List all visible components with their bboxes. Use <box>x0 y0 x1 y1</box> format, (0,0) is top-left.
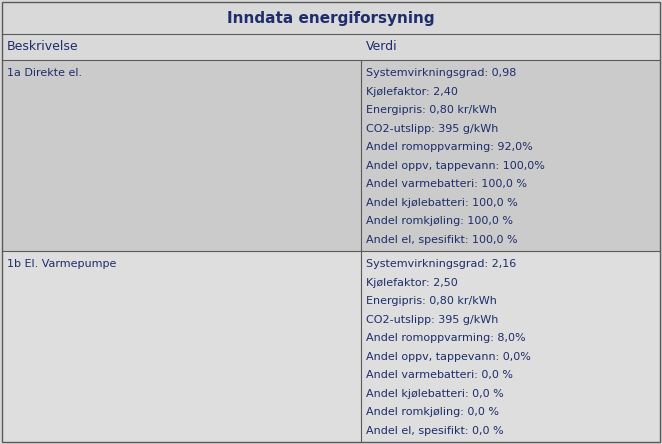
Bar <box>2 2 660 34</box>
Text: Kjølefaktor: 2,50: Kjølefaktor: 2,50 <box>365 278 457 288</box>
Text: Beskrivelse: Beskrivelse <box>7 40 79 53</box>
Text: Andel varmebatteri: 100,0 %: Andel varmebatteri: 100,0 % <box>365 179 526 189</box>
Bar <box>2 60 660 251</box>
Text: 1a Direkte el.: 1a Direkte el. <box>7 68 82 78</box>
Text: Energipris: 0,80 kr/kWh: Energipris: 0,80 kr/kWh <box>365 105 496 115</box>
Text: Verdi: Verdi <box>365 40 397 53</box>
Text: Energipris: 0,80 kr/kWh: Energipris: 0,80 kr/kWh <box>365 296 496 306</box>
Text: CO2-utslipp: 395 g/kWh: CO2-utslipp: 395 g/kWh <box>365 315 498 325</box>
Text: Andel kjølebatteri: 100,0 %: Andel kjølebatteri: 100,0 % <box>365 198 518 208</box>
Text: Andel romkjøling: 0,0 %: Andel romkjøling: 0,0 % <box>365 407 498 417</box>
Text: Andel romkjøling: 100,0 %: Andel romkjøling: 100,0 % <box>365 216 512 226</box>
Text: Andel el, spesifikt: 0,0 %: Andel el, spesifikt: 0,0 % <box>365 426 503 436</box>
Text: Andel romoppvarming: 8,0%: Andel romoppvarming: 8,0% <box>365 333 525 343</box>
Text: Systemvirkningsgrad: 0,98: Systemvirkningsgrad: 0,98 <box>365 68 516 78</box>
Text: Andel kjølebatteri: 0,0 %: Andel kjølebatteri: 0,0 % <box>365 389 503 399</box>
Text: Systemvirkningsgrad: 2,16: Systemvirkningsgrad: 2,16 <box>365 259 516 269</box>
Text: Andel el, spesifikt: 100,0 %: Andel el, spesifikt: 100,0 % <box>365 235 517 245</box>
Text: CO2-utslipp: 395 g/kWh: CO2-utslipp: 395 g/kWh <box>365 123 498 134</box>
Bar <box>2 34 660 60</box>
Text: Inndata energiforsyning: Inndata energiforsyning <box>227 11 435 25</box>
Text: Andel oppv, tappevann: 100,0%: Andel oppv, tappevann: 100,0% <box>365 161 544 171</box>
Text: 1b El. Varmepumpe: 1b El. Varmepumpe <box>7 259 117 269</box>
Text: Andel oppv, tappevann: 0,0%: Andel oppv, tappevann: 0,0% <box>365 352 530 362</box>
Bar <box>2 251 660 442</box>
Text: Kjølefaktor: 2,40: Kjølefaktor: 2,40 <box>365 87 457 96</box>
Text: Andel varmebatteri: 0,0 %: Andel varmebatteri: 0,0 % <box>365 370 512 380</box>
Text: Andel romoppvarming: 92,0%: Andel romoppvarming: 92,0% <box>365 142 532 152</box>
